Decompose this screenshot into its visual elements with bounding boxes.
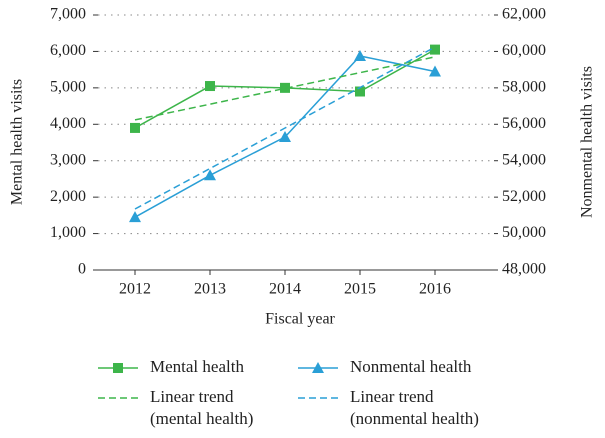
- x-tick-label: 2015: [344, 281, 376, 298]
- marker: [204, 169, 216, 181]
- marker: [354, 49, 366, 61]
- y2-tick-label: 56,000: [502, 115, 546, 132]
- y2-tick-label: 54,000: [502, 151, 546, 168]
- legend-swatch: [98, 363, 138, 373]
- legend-label: Linear trend (mental health): [150, 387, 254, 428]
- marker: [355, 86, 365, 97]
- x-tick-label: 2014: [269, 281, 301, 298]
- legend-label: Nonmental health: [350, 357, 472, 376]
- y-tick-label: 7,000: [50, 6, 86, 23]
- marker: [279, 131, 291, 143]
- legend-item: Nonmental health: [296, 356, 471, 378]
- legend-label: Linear trend (nonmental health): [350, 387, 479, 428]
- y-tick-label: 2,000: [50, 188, 86, 205]
- trend-line: [134, 56, 436, 121]
- marker: [312, 362, 324, 373]
- y-tick-label: 5,000: [50, 79, 86, 96]
- y-axis-label: Mental health visits: [9, 79, 26, 205]
- x-tick-label: 2013: [194, 281, 226, 298]
- y2-tick-label: 62,000: [502, 6, 546, 23]
- y-tick-label: 6,000: [50, 42, 86, 59]
- legend-swatch: [98, 397, 138, 399]
- y2-tick-label: 50,000: [502, 224, 546, 241]
- x-tick-label: 2012: [119, 281, 151, 298]
- legend-swatch: [298, 362, 338, 373]
- legend-item: Linear trend (mental health): [96, 386, 253, 430]
- legend-item: Mental health: [96, 356, 244, 378]
- trend-line: [134, 46, 436, 210]
- chart: Fiscal year Mental health visits Nonment…: [9, 6, 596, 328]
- marker: [430, 44, 440, 55]
- y2-tick-label: 52,000: [502, 188, 546, 205]
- legend-swatch: [298, 397, 338, 399]
- legend-label: Mental health: [150, 357, 244, 376]
- y2-tick-label: 58,000: [502, 79, 546, 96]
- y-tick-label: 1,000: [50, 224, 86, 241]
- marker: [113, 363, 123, 373]
- marker: [130, 122, 140, 133]
- x-tick-label: 2016: [419, 281, 451, 298]
- marker: [205, 81, 215, 92]
- marker: [429, 65, 441, 77]
- y-tick-label: 0: [78, 261, 86, 278]
- y2-tick-label: 60,000: [502, 42, 546, 59]
- y2-tick-label: 48,000: [502, 261, 546, 278]
- marker: [129, 211, 141, 223]
- y-tick-label: 4,000: [50, 115, 86, 132]
- marker: [280, 82, 290, 93]
- x-axis-label: Fiscal year: [265, 311, 335, 328]
- legend-item: Linear trend (nonmental health): [296, 386, 479, 430]
- y-tick-label: 3,000: [50, 151, 86, 168]
- y2-axis-label: Nonmental health visits: [579, 66, 596, 218]
